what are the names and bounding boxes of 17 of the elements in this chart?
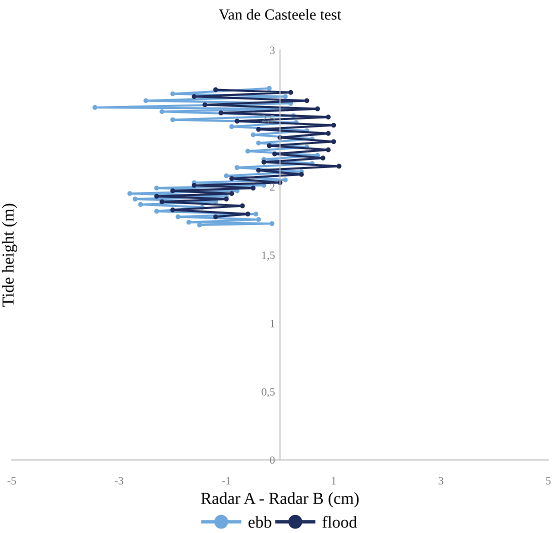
y-tick-label: 0,5 [262, 388, 275, 398]
x-tick-label: -3 [114, 477, 124, 484]
x-tick-label: 5 [546, 477, 551, 484]
chart-title: Van de Casteele test [218, 8, 342, 20]
y-tick-label: 1,5 [262, 252, 275, 261]
x-tick-label: -1 [222, 477, 230, 484]
y-tick-label: 1 [270, 320, 274, 328]
x-tick-label: 3 [438, 477, 444, 484]
y-tick-label: 2 [270, 183, 275, 191]
x-tick-label: 1 [332, 477, 336, 484]
y-tick-label: 3 [270, 46, 275, 54]
legend-label: ebb [248, 516, 272, 528]
x-tick-label: -5 [8, 477, 16, 484]
y-axis-title: Tide height (m) [2, 204, 18, 307]
x-axis-title: Radar A - Radar B (cm) [201, 492, 359, 508]
y-tick-label: 0 [270, 456, 275, 464]
legend-label: flood [322, 516, 357, 528]
